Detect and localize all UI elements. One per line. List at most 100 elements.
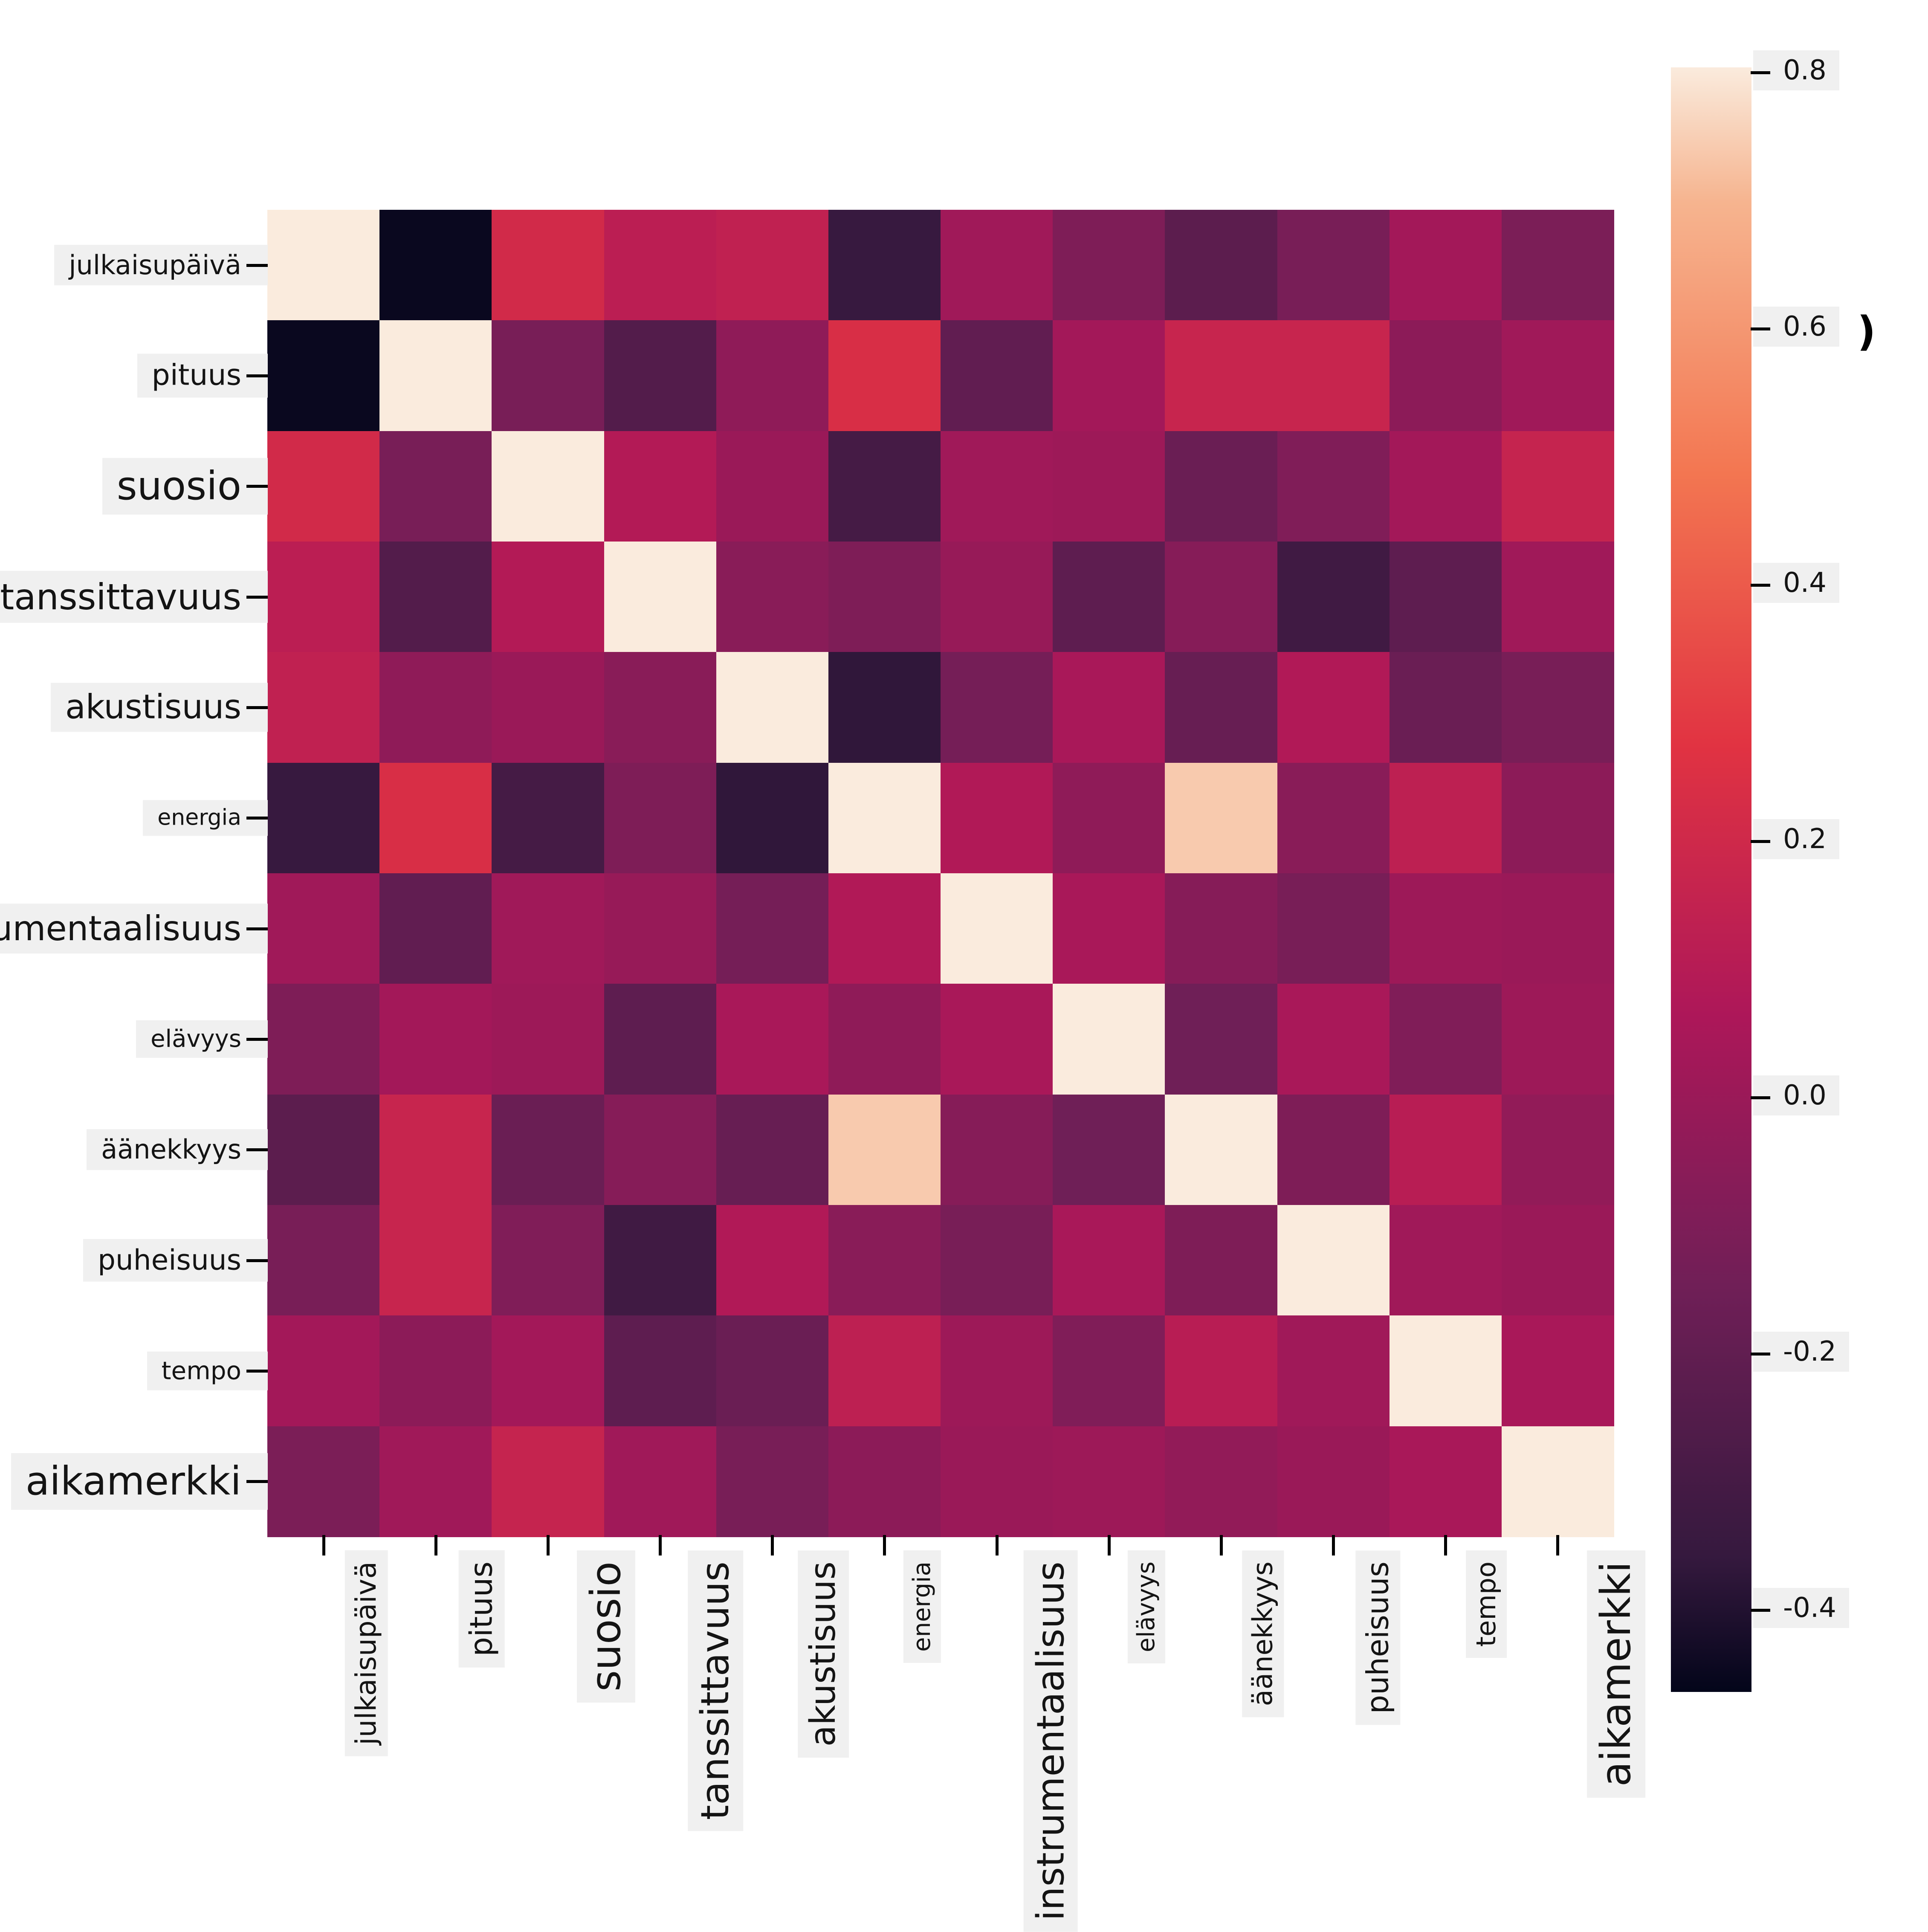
stray-glyph-artifact: ) [1857, 308, 1876, 355]
heatmap-cell [828, 984, 941, 1095]
row-label-instrumentaalisuus: instrumentaalisuus [0, 903, 268, 954]
x-tick-mark [546, 1535, 550, 1555]
heatmap-cell [267, 873, 380, 985]
column-label-instrumentaalisuus: instrumentaalisuus [1024, 1550, 1078, 1932]
heatmap-cell [1277, 320, 1390, 432]
x-tick-mark [322, 1535, 325, 1555]
heatmap-cell [1053, 320, 1166, 432]
heatmap-cell [1165, 762, 1278, 874]
colorbar-tick-label: 0.8 [1753, 50, 1839, 91]
heatmap-cell [492, 210, 605, 321]
column-label-aikamerkki: aikamerkki [1586, 1550, 1646, 1798]
heatmap-cell [1165, 652, 1278, 763]
row-label-energia: energia [143, 800, 268, 836]
heatmap-cell [267, 431, 380, 542]
heatmap-cell [1165, 873, 1278, 985]
heatmap-cell [1277, 1205, 1390, 1316]
heatmap-cell [379, 984, 492, 1095]
heatmap-cell [1389, 1426, 1502, 1537]
heatmap-cell [1501, 1205, 1614, 1316]
heatmap-cell [1389, 1205, 1502, 1316]
colorbar-tick-label: 0.6 [1753, 306, 1839, 347]
heatmap-cell [1277, 431, 1390, 542]
heatmap-cell [267, 1094, 380, 1205]
heatmap-cell [828, 652, 941, 763]
heatmap-cell [604, 542, 717, 653]
colorbar-tick-mark [1751, 1352, 1770, 1356]
heatmap-cell [1501, 542, 1614, 653]
heatmap-cell [604, 984, 717, 1095]
heatmap-cell [941, 210, 1054, 321]
y-tick-mark [246, 264, 268, 267]
column-label-elävyys: elävyys [1127, 1550, 1166, 1663]
x-tick-mark [659, 1535, 662, 1555]
heatmap-cell [1501, 652, 1614, 763]
heatmap-cell [1277, 542, 1390, 653]
row-label-äänekkyys: äänekkyys [87, 1129, 268, 1170]
heatmap-cell [1389, 984, 1502, 1095]
heatmap-cell [1277, 873, 1390, 985]
heatmap-cell [379, 873, 492, 985]
colorbar-tick-label: 0.4 [1753, 562, 1839, 603]
heatmap-cell [267, 1205, 380, 1316]
heatmap-cell [1165, 431, 1278, 542]
heatmap-cell [492, 1426, 605, 1537]
heatmap-cell [379, 1315, 492, 1427]
heatmap-cell [1053, 1426, 1166, 1537]
heatmap-cell [379, 1426, 492, 1537]
x-tick-mark [995, 1535, 999, 1555]
heatmap-cell [1501, 873, 1614, 985]
heatmap-cell [1165, 1315, 1278, 1427]
x-tick-mark [1219, 1535, 1223, 1555]
heatmap-cell [1389, 1094, 1502, 1205]
heatmap-cell [604, 1315, 717, 1427]
heatmap-cell [1389, 1315, 1502, 1427]
heatmap-cell [1501, 762, 1614, 874]
heatmap-cell [1277, 984, 1390, 1095]
heatmap-cell [828, 210, 941, 321]
heatmap-cell [1165, 320, 1278, 432]
heatmap-cell [1389, 873, 1502, 985]
heatmap-cell [1053, 542, 1166, 653]
column-label-puheisuus: puheisuus [1355, 1550, 1401, 1725]
heatmap-cell [1277, 762, 1390, 874]
heatmap-cell [716, 320, 829, 432]
heatmap-cell [716, 984, 829, 1095]
heatmap-cell [828, 873, 941, 985]
column-label-energia: energia [903, 1550, 941, 1663]
heatmap-cell [492, 542, 605, 653]
heatmap-cell [828, 762, 941, 874]
column-label-tanssittavuus: tanssittavuus [688, 1550, 743, 1831]
heatmap-cell [1501, 320, 1614, 432]
heatmap-cell [379, 431, 492, 542]
heatmap-cell [604, 1426, 717, 1537]
column-label-julkaisupäivä: julkaisupäivä [345, 1550, 388, 1756]
heatmap-cell [604, 873, 717, 985]
heatmap-cell [828, 1094, 941, 1205]
heatmap-cell [1165, 1094, 1278, 1205]
colorbar-tick-label: -0.2 [1753, 1331, 1849, 1372]
heatmap-cell [1053, 652, 1166, 763]
x-tick-mark [434, 1535, 437, 1555]
heatmap-cell [604, 320, 717, 432]
heatmap-cell [716, 1315, 829, 1427]
heatmap-cell [1053, 873, 1166, 985]
heatmap-cell [828, 1205, 941, 1316]
heatmap-cell [1053, 984, 1166, 1095]
colorbar-tick-label: -0.4 [1753, 1587, 1849, 1628]
row-label-tanssittavuus: tanssittavuus [0, 571, 268, 623]
x-tick-mark [1556, 1535, 1560, 1555]
heatmap-cell [1277, 1426, 1390, 1537]
heatmap-cell [828, 542, 941, 653]
heatmap-cell [1501, 1094, 1614, 1205]
column-label-akustisuus: akustisuus [798, 1550, 849, 1758]
heatmap-cell [267, 762, 380, 874]
heatmap-cell [941, 542, 1054, 653]
heatmap-cell [379, 1094, 492, 1205]
heatmap-cell [604, 1205, 717, 1316]
heatmap-cell [1389, 762, 1502, 874]
heatmap-cell [1165, 1426, 1278, 1537]
column-label-tempo: tempo [1466, 1550, 1507, 1658]
heatmap-grid [267, 210, 1614, 1537]
heatmap-cell [379, 1205, 492, 1316]
